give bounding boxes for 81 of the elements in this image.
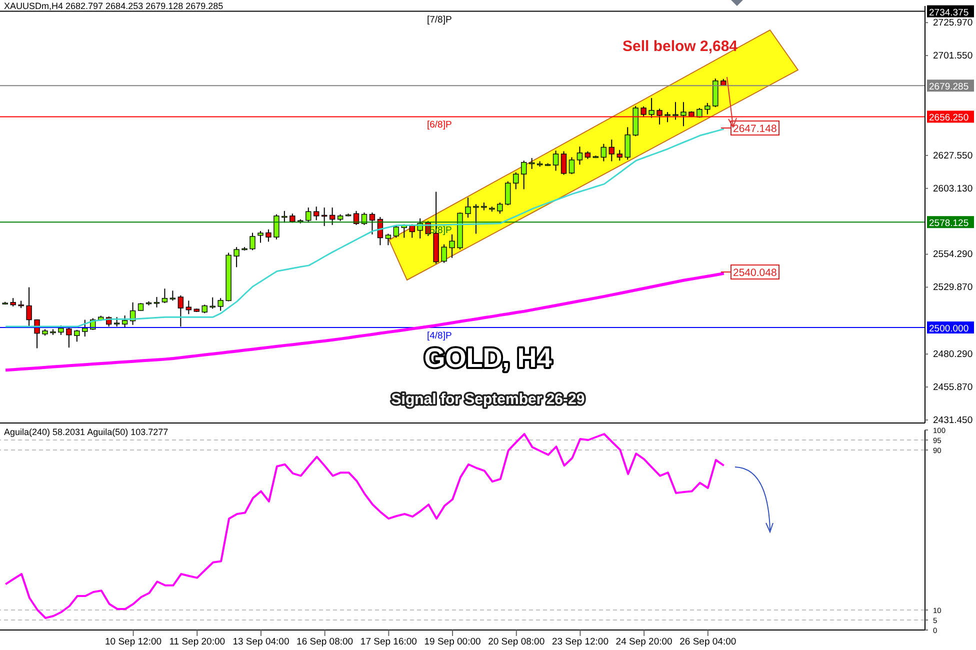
- candlestick: [218, 298, 224, 312]
- text: 2578.125: [929, 218, 969, 230]
- x-tick-label: 26 Sep 04:00: [680, 636, 736, 648]
- candlestick: [66, 326, 72, 348]
- y-tick-label: 2529.870: [933, 282, 973, 294]
- chart-title: Aguila(240) 58.2031 Aguila(50) 103.7277: [4, 427, 168, 437]
- candlestick: [656, 108, 662, 125]
- candlestick: [608, 139, 615, 162]
- x-tick-label: 20 Sep 08:00: [488, 636, 545, 648]
- candlestick: [329, 207, 336, 226]
- candlestick: [258, 230, 264, 244]
- candlestick: [274, 214, 280, 240]
- candlestick: [576, 146, 583, 166]
- y-tick-label: 2701.550: [933, 50, 973, 62]
- annotation: GOLD, H4: [424, 343, 552, 373]
- candlestick: [648, 98, 654, 118]
- y-tick-label: 2455.870: [933, 382, 973, 394]
- text: 2734.375: [929, 7, 969, 18]
- text: 2540.048: [733, 267, 777, 279]
- y-tick-label: 2603.130: [933, 183, 973, 194]
- candlestick: [640, 106, 646, 118]
- annotation: Signal for September 26-29: [391, 391, 585, 408]
- x-tick-label: 10 Sep 12:00: [105, 636, 162, 648]
- candlestick: [82, 319, 88, 338]
- candlestick: [624, 126, 630, 160]
- candlestick: [616, 149, 622, 162]
- candlestick: [170, 290, 176, 302]
- candlestick: [314, 206, 320, 221]
- x-tick-label: 16 Sep 08:00: [296, 636, 354, 648]
- text: 2679.285: [929, 82, 969, 93]
- y-tick-label: 2554.290: [933, 249, 973, 260]
- candlestick: [385, 233, 392, 246]
- candlestick: [306, 207, 312, 224]
- candlestick: [473, 204, 479, 234]
- text: 2647.148: [733, 123, 777, 135]
- text: 2656.250: [929, 112, 969, 124]
- candlestick: [505, 180, 511, 206]
- x-tick-label: 23 Sep 12:00: [552, 636, 608, 648]
- candlestick: [393, 226, 400, 238]
- candlestick: [552, 150, 559, 172]
- candlestick: [513, 172, 519, 190]
- candlestick: [672, 102, 678, 120]
- x-tick-label: 11 Sep 20:00: [169, 636, 226, 648]
- candlestick: [122, 314, 128, 328]
- candlestick: [369, 212, 376, 235]
- x-tick-label: 13 Sep 04:00: [232, 636, 290, 648]
- y-tick-label: 2725.970: [933, 18, 973, 29]
- line-series: [4, 272, 726, 372]
- candlestick: [497, 202, 503, 214]
- candlestick: [282, 210, 288, 224]
- candlestick: [465, 197, 471, 218]
- candlestick: [521, 160, 527, 190]
- ref-line-label: [4/8]P: [427, 330, 452, 342]
- candlestick: [162, 288, 168, 304]
- candlestick: [58, 324, 64, 336]
- candlestick: [441, 244, 447, 264]
- chart-title: XAUUSDm,H4 2682.797 2684.253 2679.128 2679.285: [4, 1, 224, 11]
- y-tick-label: 2431.450: [933, 414, 973, 426]
- x-tick-label: 19 Sep 00:00: [424, 636, 481, 648]
- candlestick: [680, 102, 686, 127]
- annotation: Sell below 2,684: [622, 38, 738, 55]
- candlestick: [704, 102, 710, 115]
- candlestick: [266, 228, 272, 242]
- x-tick-label: 24 Sep 20:00: [616, 636, 672, 648]
- candlestick: [250, 232, 256, 251]
- candlestick: [568, 156, 575, 175]
- candlestick: [74, 329, 80, 342]
- candlestick: [449, 234, 455, 258]
- ref-line-label: [7/8]P: [427, 14, 452, 26]
- text: 2500.000: [929, 323, 969, 334]
- candlestick: [234, 246, 240, 268]
- y-tick-label: 2627.550: [933, 150, 973, 162]
- candlestick: [26, 286, 32, 328]
- candlestick: [600, 143, 607, 162]
- candlestick: [114, 316, 120, 328]
- y-tick-label: 2480.290: [933, 349, 973, 360]
- x-tick-label: 17 Sep 16:00: [360, 636, 417, 648]
- candlestick: [664, 112, 670, 123]
- candlestick: [178, 294, 184, 328]
- ref-line-label: [6/8]P: [427, 120, 452, 131]
- candlestick: [560, 150, 567, 176]
